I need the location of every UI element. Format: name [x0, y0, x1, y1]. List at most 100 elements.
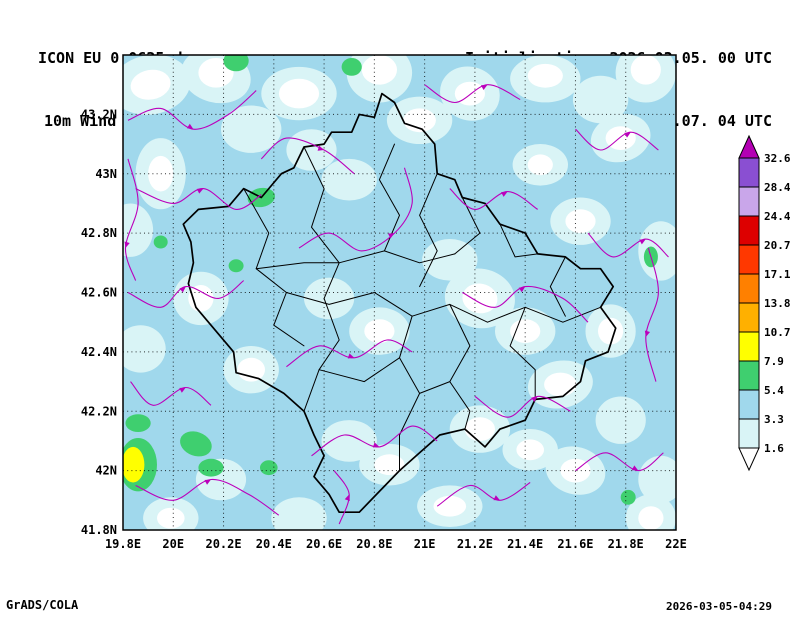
colorbar-segment — [738, 215, 760, 246]
y-tick-label: 42.8N — [81, 226, 117, 240]
streamline-arrow-icon — [204, 479, 211, 485]
field-patch — [130, 69, 171, 100]
field-patch — [125, 414, 151, 432]
district-boundary — [255, 250, 456, 270]
colorbar-segment — [738, 302, 760, 333]
field-patch — [527, 63, 563, 88]
colorbar-segment — [738, 331, 760, 362]
field-patch — [198, 458, 224, 477]
field-patch — [638, 506, 664, 530]
streamline — [286, 339, 413, 368]
streamline — [311, 425, 438, 457]
district-boundary — [549, 256, 566, 317]
field-patch — [572, 75, 629, 124]
field-patch — [237, 357, 265, 382]
field-patch — [123, 325, 166, 373]
colorbar-segment — [738, 157, 760, 188]
wind-streamlines — [124, 84, 669, 525]
streamline — [260, 137, 355, 175]
district-boundary — [243, 188, 305, 347]
streamline — [462, 285, 589, 323]
colorbar-below-min — [738, 447, 760, 472]
district-boundary — [454, 197, 481, 255]
field-patch — [321, 158, 377, 201]
streamline-arrow-icon — [344, 494, 350, 501]
axis-labels: 19.8E 20E 20.2E 20.4E 20.6E 20.8E 21E 21.2E 21.4… — [81, 107, 687, 551]
field-patch — [157, 507, 185, 529]
district-boundary — [303, 297, 340, 412]
streamline — [575, 452, 664, 472]
colorbar-label: 20.7 — [764, 239, 791, 252]
district-boundary — [303, 146, 340, 299]
x-tick-label: 20.8E — [356, 537, 392, 551]
streamline — [424, 84, 521, 104]
x-tick-label: 21E — [414, 537, 436, 551]
y-tick-label: 41.8N — [81, 523, 117, 537]
colorbar-label: 13.8 — [764, 297, 791, 310]
colorbar-label: 5.4 — [764, 384, 784, 397]
y-tick-label: 42N — [95, 464, 117, 478]
colorbar-label: 3.3 — [764, 413, 784, 426]
streamline-arrow-icon — [624, 132, 631, 138]
field-patch — [278, 78, 320, 109]
field-patch — [304, 277, 355, 320]
field-patch — [516, 439, 544, 461]
streamline — [127, 90, 257, 130]
colorbar-label: 24.4 — [764, 210, 791, 223]
field-patch — [620, 489, 636, 505]
field-patch — [565, 209, 596, 234]
x-tick-label: 21.4E — [507, 537, 543, 551]
streamline — [587, 232, 669, 258]
streamline-arrow-icon — [631, 465, 639, 471]
plot-frame — [122, 54, 677, 531]
streamline — [474, 395, 571, 418]
field-patch — [433, 495, 467, 517]
streamline-arrow-icon — [179, 387, 186, 393]
y-tick-label: 42.4N — [81, 345, 117, 359]
streamline-arrow-icon — [317, 145, 325, 151]
colorbar-segment — [738, 389, 760, 420]
streamline-arrow-icon — [493, 495, 500, 501]
field-patch — [544, 372, 577, 397]
wind-speed-field — [123, 55, 676, 530]
administrative-borders — [182, 92, 617, 514]
colorbar-label: 7.9 — [764, 355, 784, 368]
x-tick-label: 19.8E — [105, 537, 141, 551]
y-tick-label: 43N — [95, 167, 117, 181]
field-patch — [341, 58, 362, 76]
field-patch — [364, 319, 395, 343]
field-patch — [180, 431, 212, 457]
field-patch — [630, 55, 661, 85]
field-patch — [271, 497, 327, 530]
colorbar: 1.6 3.3 5.4 7.9 10.7 13.8 17.1 20.7 24.4 28.4 32.6 — [738, 134, 791, 472]
colorbar-label: 32.6 — [764, 152, 791, 165]
field-patch — [605, 126, 636, 150]
field-patch — [598, 317, 624, 345]
field-patch — [638, 455, 676, 504]
x-tick-label: 20.2E — [205, 537, 241, 551]
x-tick-label: 21.6E — [557, 537, 593, 551]
field-patch — [223, 55, 249, 72]
field-patch — [464, 417, 495, 441]
district-boundary — [378, 143, 400, 252]
streamline — [645, 247, 659, 382]
grads-credit: GrADS/COLA — [6, 598, 79, 612]
streamline-arrow-icon — [124, 241, 130, 248]
field-patch — [148, 155, 174, 192]
streamline-arrow-icon — [186, 123, 194, 130]
field-patch — [123, 446, 145, 483]
x-tick-label: 20.6E — [306, 537, 342, 551]
x-tick-label: 20.4E — [256, 537, 292, 551]
y-tick-label: 43.2N — [81, 107, 117, 121]
streamline-arrow-icon — [518, 286, 526, 293]
colorbar-label: 10.7 — [764, 326, 791, 339]
streamline-arrow-icon — [639, 239, 646, 245]
field-patch — [510, 319, 541, 343]
x-tick-label: 21.2E — [457, 537, 493, 551]
district-boundary — [509, 306, 536, 400]
field-patch — [228, 259, 244, 273]
field-patch — [374, 454, 405, 476]
streamline — [436, 482, 531, 507]
